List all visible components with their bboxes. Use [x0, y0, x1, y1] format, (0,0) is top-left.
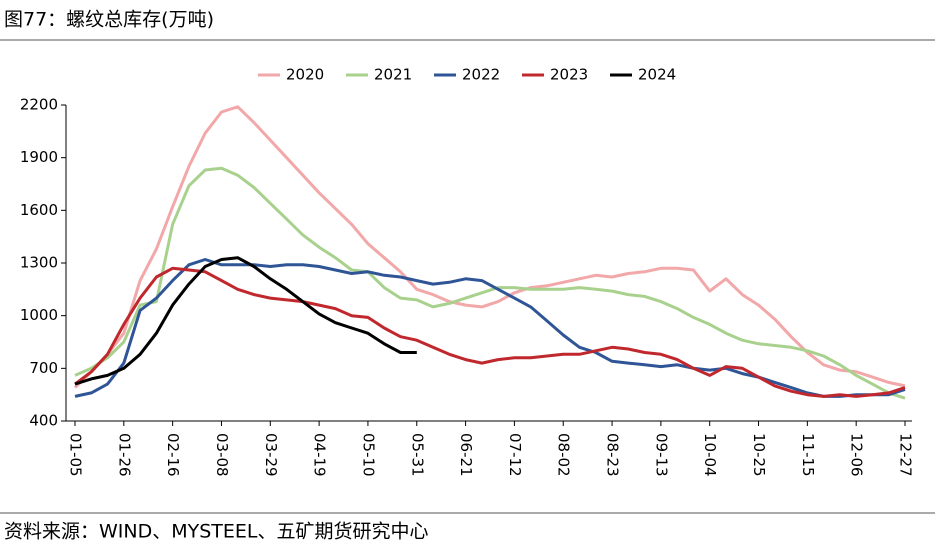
- source: 资料来源：WIND、MYSTEEL、五矿期货研究中心: [4, 521, 429, 543]
- x-tick-label: 11-15: [799, 433, 817, 477]
- x-tick-label: 10-25: [750, 433, 768, 477]
- y-tick-label: 2200: [20, 96, 58, 114]
- series-line: [74, 166, 906, 400]
- x-tick-label: 01-05: [67, 433, 85, 477]
- legend-label: 2023: [550, 66, 588, 84]
- x-tick-label: 05-31: [408, 433, 426, 477]
- x-tick-label: 05-10: [359, 433, 377, 477]
- y-tick-label: 1000: [20, 306, 58, 324]
- y-tick-label: 1300: [20, 254, 58, 272]
- x-tick-label: 08-02: [555, 433, 573, 477]
- x-tick-label: 04-19: [311, 433, 329, 477]
- y-tick-label: 400: [29, 412, 58, 430]
- legend-label: 2021: [374, 66, 412, 84]
- chart-title: 图77：螺纹总库存(万吨): [4, 9, 214, 31]
- series-line: [74, 258, 906, 398]
- legend-label: 2020: [286, 66, 324, 84]
- y-tick-label: 700: [29, 359, 58, 377]
- x-tick-label: 07-12: [506, 433, 524, 477]
- x-tick-label: 06-21: [457, 433, 475, 477]
- x-tick-label: 12-27: [897, 433, 915, 477]
- y-tick-label: 1900: [20, 148, 58, 166]
- x-tick-label: 02-16: [164, 433, 182, 477]
- x-tick-label: 01-26: [115, 433, 133, 477]
- y-tick-label: 1600: [20, 201, 58, 219]
- x-tick-label: 03-29: [262, 433, 280, 477]
- x-tick-label: 09-13: [652, 433, 670, 477]
- series-line: [74, 256, 417, 386]
- legend-label: 2024: [638, 66, 676, 84]
- x-tick-label: 12-06: [848, 433, 866, 477]
- series-line: [74, 266, 906, 398]
- series-line: [73, 105, 906, 389]
- x-tick-label: 10-04: [701, 433, 719, 477]
- legend-label: 2022: [462, 66, 500, 84]
- x-tick-label: 08-23: [604, 433, 622, 477]
- x-tick-label: 03-08: [213, 433, 231, 477]
